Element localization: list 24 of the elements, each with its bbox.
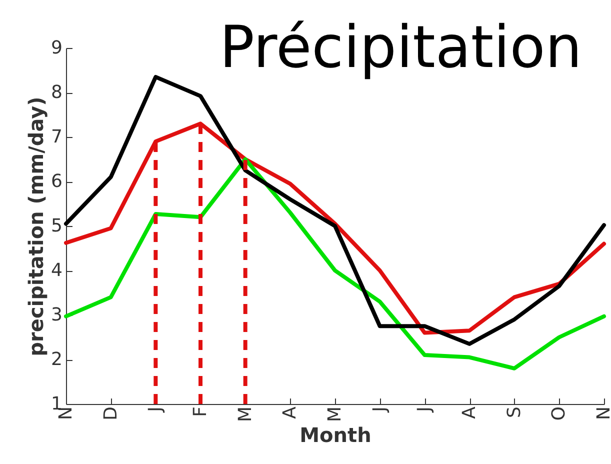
y-tick-label: 2	[51, 349, 62, 370]
y-tick-label: 3	[51, 304, 62, 326]
y-tick-label: 6	[51, 171, 62, 192]
x-tick-label: J	[145, 406, 166, 413]
x-tick-label: A	[459, 406, 480, 419]
x-tick-label: A	[280, 406, 301, 419]
y-tick-label: 9	[51, 38, 62, 58]
x-tick-label: J	[414, 406, 436, 413]
y-tick-label: 8	[51, 82, 62, 103]
x-tick-label: D	[100, 406, 122, 420]
x-tick-label: N	[594, 406, 611, 420]
chart-title: Précipitation	[219, 13, 582, 81]
x-tick-label: O	[548, 406, 570, 421]
line-series	[64, 157, 606, 370]
y-tick-label: 5	[51, 216, 62, 236]
x-axis-title: Month	[300, 423, 372, 448]
y-tick-label: 4	[51, 260, 62, 281]
x-tick-label: M	[324, 406, 346, 422]
x-tick-label: F	[190, 406, 211, 417]
y-tick-label: 7	[51, 126, 62, 148]
x-tick-label: M	[234, 406, 256, 422]
x-tick-label: S	[504, 406, 525, 418]
x-tick-label: J	[369, 406, 390, 413]
y-axis-title: precipitation (mm/day)	[24, 96, 48, 356]
